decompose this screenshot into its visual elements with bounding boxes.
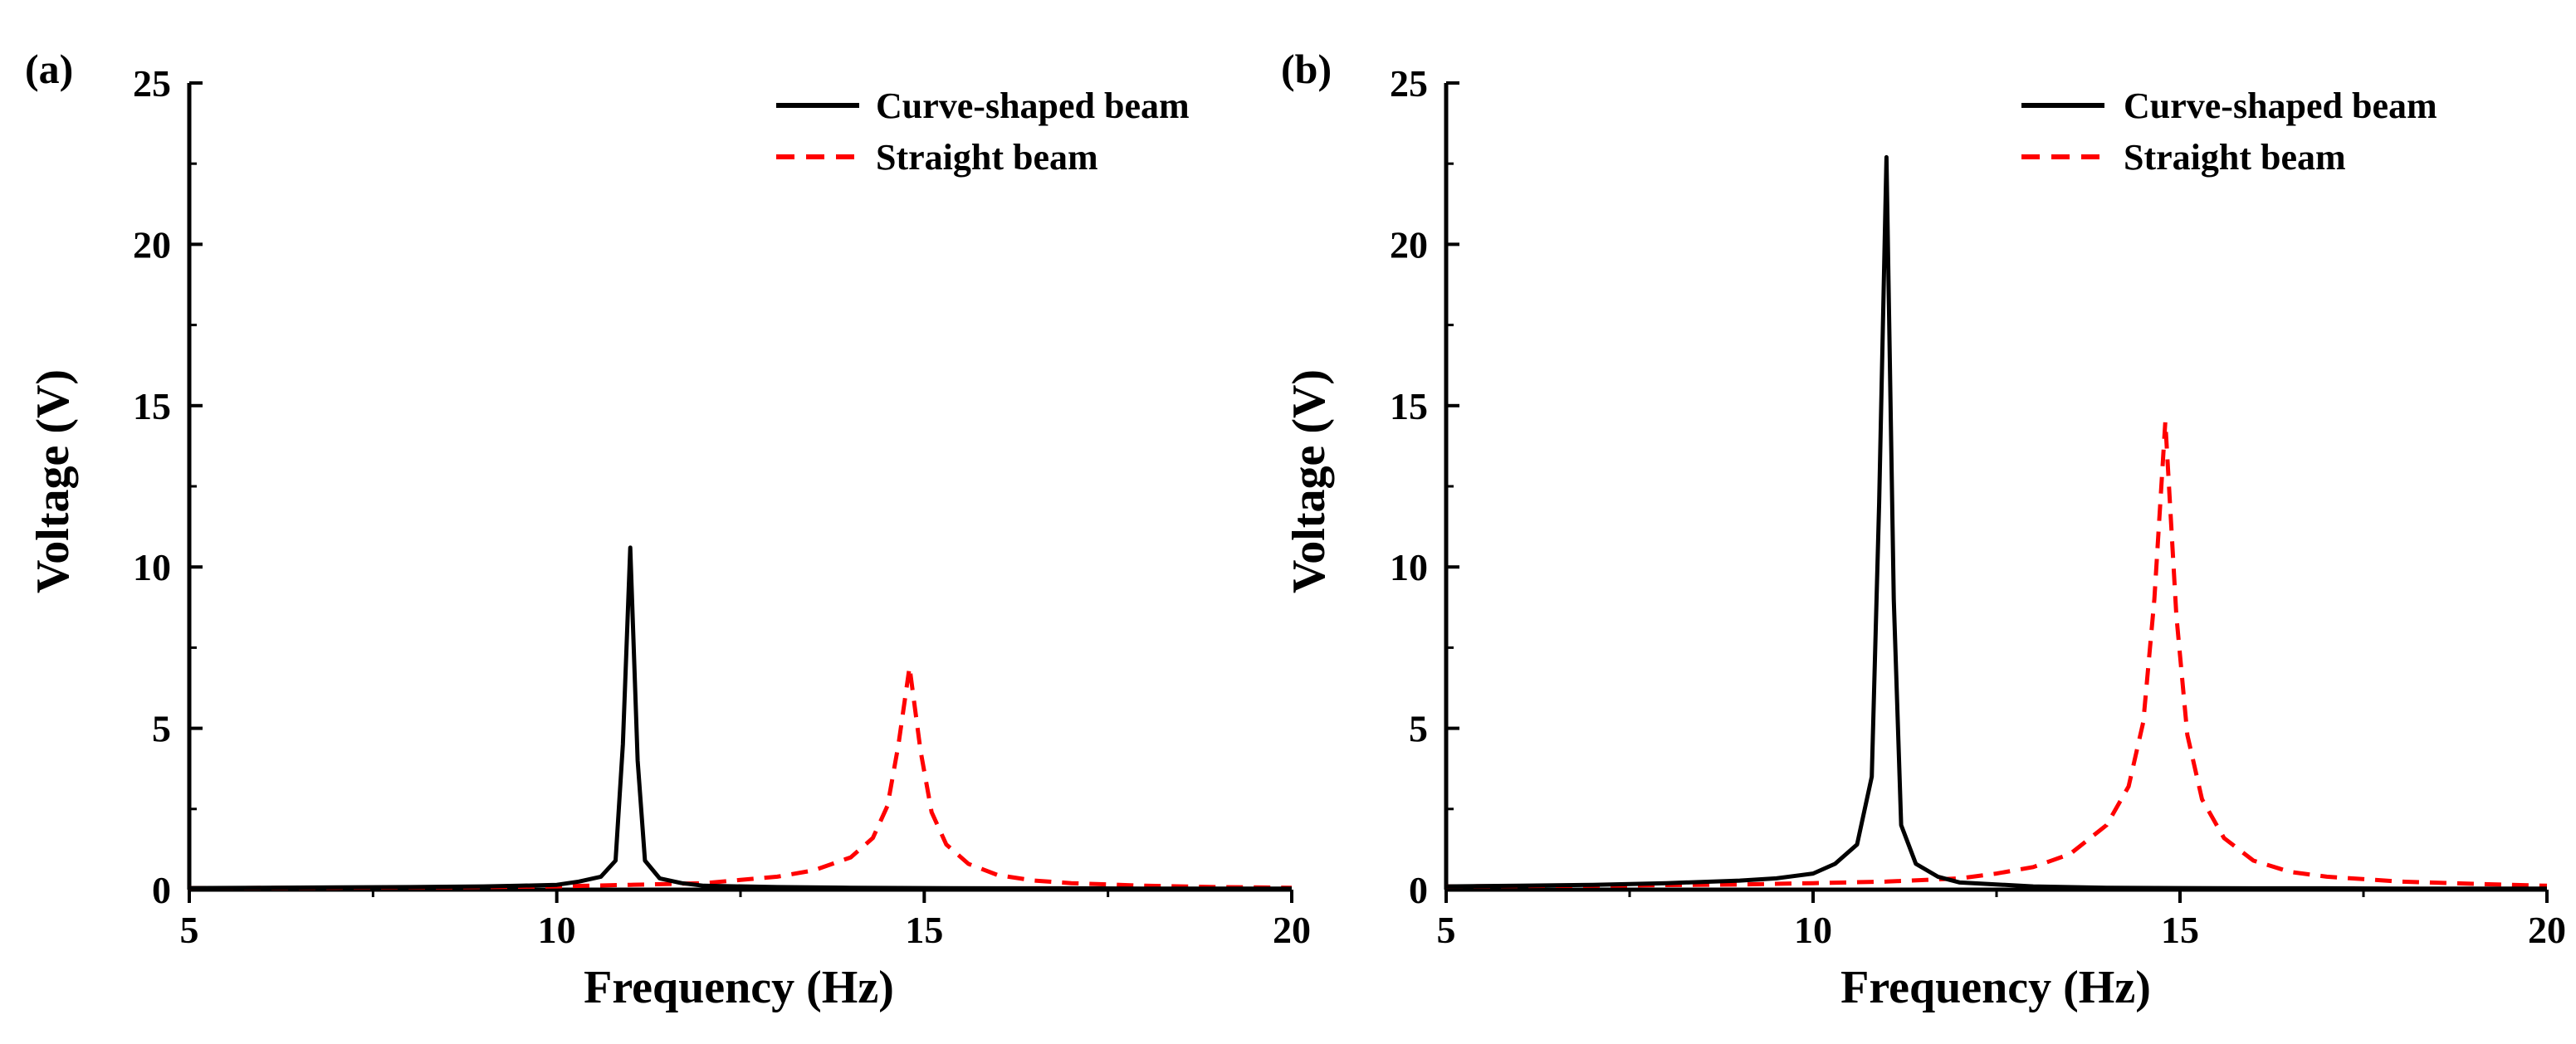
- x-tick-label: 5: [1437, 909, 1456, 951]
- panel-label: (a): [25, 46, 73, 92]
- y-axis-title: Voltage (V): [27, 369, 79, 593]
- legend-label-curve-shaped: Curve-shaped beam: [876, 85, 1190, 126]
- y-tick-label: 15: [133, 385, 171, 427]
- x-tick-label: 20: [1273, 909, 1311, 951]
- y-tick-label: 25: [1390, 62, 1428, 105]
- y-tick-label: 0: [1409, 869, 1428, 911]
- legend-label-straight: Straight beam: [876, 137, 1098, 178]
- x-axis-title: Frequency (Hz): [1840, 962, 2151, 1013]
- panel-label: (b): [1281, 46, 1332, 92]
- y-tick-label: 15: [1390, 385, 1428, 427]
- x-axis-title: Frequency (Hz): [584, 962, 894, 1013]
- legend-label-straight: Straight beam: [2124, 137, 2346, 178]
- x-tick-label: 15: [905, 909, 943, 951]
- y-tick-label: 10: [1390, 546, 1428, 588]
- chart-panel-a: (a) Voltage (V) Frequency (Hz) 051015202…: [25, 46, 1311, 1013]
- y-tick-label: 0: [152, 869, 171, 911]
- series-line-straight-beam: [1445, 419, 2548, 889]
- y-tick-label: 5: [152, 708, 171, 750]
- y-axis-title: Voltage (V): [1283, 369, 1335, 593]
- x-tick-label: 10: [1794, 909, 1832, 951]
- x-tick-label: 10: [538, 909, 576, 951]
- legend: Curve-shaped beam Straight beam: [2021, 85, 2437, 178]
- y-tick-label: 5: [1409, 708, 1428, 750]
- y-tick-label: 20: [133, 223, 171, 266]
- legend-label-curve-shaped: Curve-shaped beam: [2124, 85, 2437, 126]
- plot-area: [1445, 154, 2548, 891]
- chart-panel-b: (b) Voltage (V) Frequency (Hz) 051015202…: [1281, 46, 2566, 1013]
- series-line-curve-shaped-beam: [1445, 154, 2547, 891]
- series-line-straight-beam: [188, 665, 1293, 890]
- series-line-curve-shaped-beam: [188, 545, 1292, 891]
- x-tick-label: 5: [180, 909, 199, 951]
- legend: Curve-shaped beam Straight beam: [776, 85, 1190, 178]
- x-tick-label: 20: [2528, 909, 2566, 951]
- x-tick-label: 15: [2161, 909, 2199, 951]
- y-tick-label: 25: [133, 62, 171, 105]
- plot-area: [188, 545, 1293, 891]
- y-tick-label: 10: [133, 546, 171, 588]
- y-tick-label: 20: [1390, 223, 1428, 266]
